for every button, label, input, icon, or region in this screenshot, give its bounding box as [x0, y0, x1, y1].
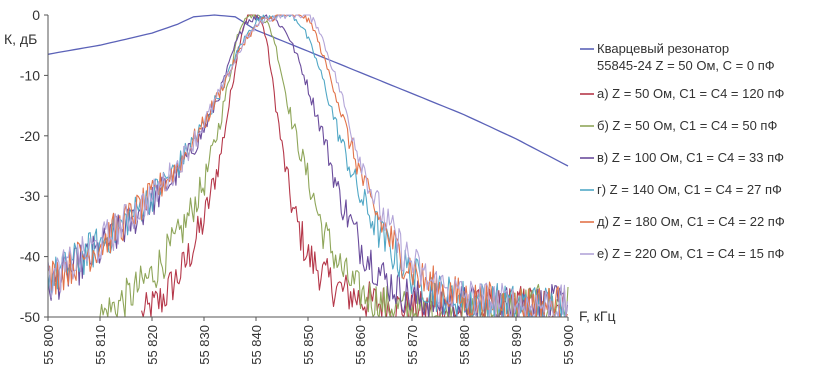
x-tick-label: 55 860	[353, 325, 368, 365]
legend-label-2: а) Z = 50 Ом, C1 = C4 = 120 пФ	[597, 86, 784, 101]
y-tick-label: -20	[20, 128, 40, 144]
x-axis-title: F, кГц	[579, 308, 616, 324]
y-tick-label: -50	[20, 309, 40, 325]
legend-label-5: г) Z = 140 Ом, C1 = C4 = 27 пФ	[597, 182, 782, 197]
y-tick-label: -40	[20, 249, 40, 265]
y-tick-label: -30	[20, 188, 40, 204]
x-tick-label: 55 880	[457, 325, 472, 365]
y-tick-label: -10	[20, 67, 40, 83]
legend-label-4: в) Z = 100 Ом, C1 = C4 = 33 пФ	[597, 150, 784, 165]
x-tick-label: 55 830	[197, 325, 212, 365]
legend-label-6: д) Z = 180 Ом, C1 = C4 = 22 пФ	[597, 214, 785, 229]
series-group	[47, 14, 569, 318]
series-line-1	[47, 14, 569, 167]
series-line-7	[47, 14, 569, 318]
x-tick-label: 55 850	[301, 325, 316, 365]
x-tick-label: 55 810	[93, 325, 108, 365]
x-tick-label: 55 890	[509, 325, 524, 365]
y-axis-title: К, дБ	[4, 31, 37, 47]
y-tick-label: 0	[32, 7, 40, 23]
x-tick-label: 55 800	[41, 325, 56, 365]
x-tick-label: 55 840	[249, 325, 264, 365]
legend-label-1: Кварцевый резонатор	[597, 41, 729, 56]
legend-label-1-line2: 55845-24 Z = 50 Ом, C = 0 пФ	[597, 58, 775, 73]
legend-group: Кварцевый резонатор 55845-24 Z = 50 Ом, C…	[580, 41, 785, 261]
x-tick-label: 55 870	[405, 325, 420, 365]
legend-label-3: б) Z = 50 Ом, C1 = C4 = 50 пФ	[597, 118, 777, 133]
x-tick-label: 55 820	[145, 325, 160, 365]
legend-label-7: е) Z = 220 Ом, C1 = C4 = 15 пФ	[597, 246, 784, 261]
x-tick-label: 55 900	[561, 325, 576, 365]
